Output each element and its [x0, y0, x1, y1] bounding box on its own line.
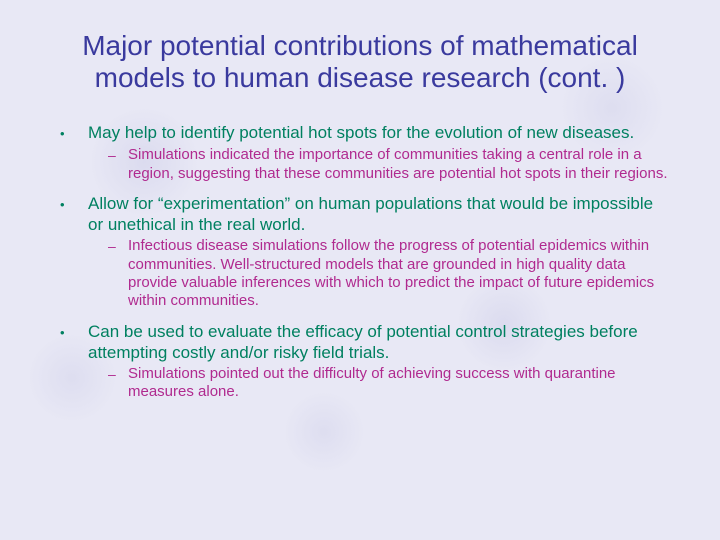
sub-bullet-item: – Simulations indicated the importance o… — [60, 146, 670, 183]
sub-bullet-text: Infectious disease simulations follow th… — [128, 237, 670, 310]
bullet-text: Can be used to evaluate the efficacy of … — [88, 321, 670, 364]
sub-bullet-marker: – — [108, 237, 128, 310]
bullet-item: • Can be used to evaluate the efficacy o… — [60, 321, 670, 364]
sub-bullet-marker: – — [108, 146, 128, 183]
slide-title: Major potential contributions of mathema… — [40, 30, 680, 94]
bullet-item: • Allow for “experimentation” on human p… — [60, 193, 670, 236]
bullet-marker: • — [60, 321, 88, 364]
bullet-marker: • — [60, 193, 88, 236]
bullet-text: Allow for “experimentation” on human pop… — [88, 193, 670, 236]
sub-bullet-item: – Infectious disease simulations follow … — [60, 237, 670, 310]
sub-bullet-text: Simulations indicated the importance of … — [128, 146, 670, 183]
bullet-marker: • — [60, 122, 88, 144]
sub-bullet-text: Simulations pointed out the difficulty o… — [128, 365, 670, 402]
bullet-item: • May help to identify potential hot spo… — [60, 122, 670, 144]
bullet-text: May help to identify potential hot spots… — [88, 122, 670, 144]
sub-bullet-marker: – — [108, 365, 128, 402]
sub-bullet-item: – Simulations pointed out the difficulty… — [60, 365, 670, 402]
slide-content: • May help to identify potential hot spo… — [40, 122, 680, 401]
